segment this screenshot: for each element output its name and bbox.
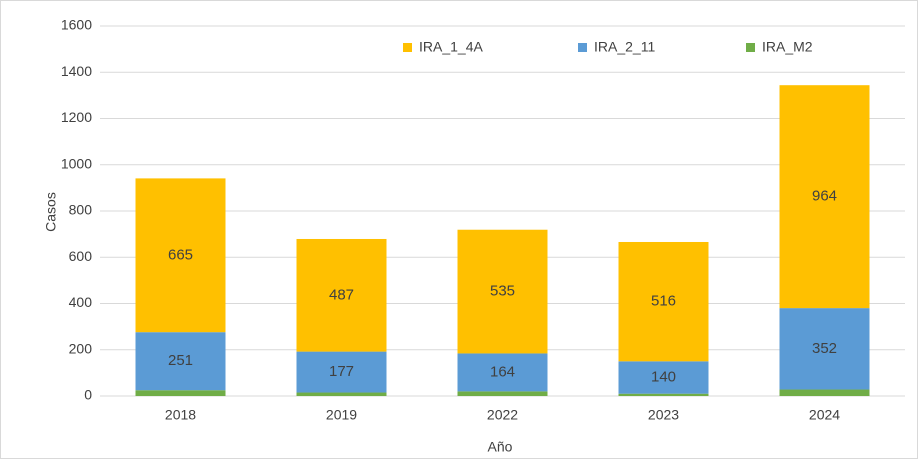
bar-segment: [296, 238, 387, 352]
legend-swatch: [746, 43, 755, 52]
y-tick-label: 1600: [61, 17, 92, 33]
bar-segment: [296, 351, 387, 393]
data-label: 665: [168, 246, 193, 263]
y-tick-label: 0: [84, 387, 92, 403]
y-tick-label: 1200: [61, 109, 92, 125]
data-label: 487: [329, 286, 354, 303]
bar-segment: [457, 229, 548, 354]
data-label: 964: [812, 188, 837, 205]
y-tick-label: 1000: [61, 155, 92, 171]
legend-label: IRA_1_4A: [419, 39, 483, 55]
y-tick-label: 200: [69, 340, 93, 356]
bar-segment: [779, 389, 870, 396]
bar-segment: [618, 361, 709, 394]
bar-segment: [618, 393, 709, 396]
data-label: 164: [490, 363, 515, 380]
data-label: 535: [490, 283, 515, 300]
data-label: 177: [329, 363, 354, 380]
bar-segment: [135, 178, 226, 333]
bar-segment: [779, 85, 870, 309]
data-label: 251: [168, 352, 193, 369]
y-tick-label: 800: [69, 202, 93, 218]
x-tick-label: 2018: [165, 407, 196, 423]
bar-segment: [296, 392, 387, 396]
legend-label: IRA_M2: [762, 39, 813, 55]
legend-swatch: [578, 43, 587, 52]
data-label: 516: [651, 293, 676, 310]
y-tick-label: 600: [69, 248, 93, 264]
legend-swatch: [403, 43, 412, 52]
bar-segment: [457, 353, 548, 392]
data-label: 140: [651, 368, 676, 385]
legend-label: IRA_2_11: [594, 39, 655, 55]
x-tick-label: 2024: [809, 407, 840, 423]
y-axis-label: Casos: [43, 192, 59, 232]
x-tick-label: 2022: [487, 407, 518, 423]
y-tick-label: 1400: [61, 63, 92, 79]
bar-segment: [618, 241, 709, 362]
x-tick-label: 2023: [648, 407, 679, 423]
y-tick-label: 400: [69, 294, 93, 310]
bar-segment: [135, 390, 226, 396]
x-tick-label: 2019: [326, 407, 357, 423]
bar-segment: [779, 308, 870, 390]
x-axis-label: Año: [488, 439, 513, 455]
data-label: 352: [812, 340, 837, 357]
bar-segment: [135, 332, 226, 391]
bar-segment: [457, 391, 548, 396]
